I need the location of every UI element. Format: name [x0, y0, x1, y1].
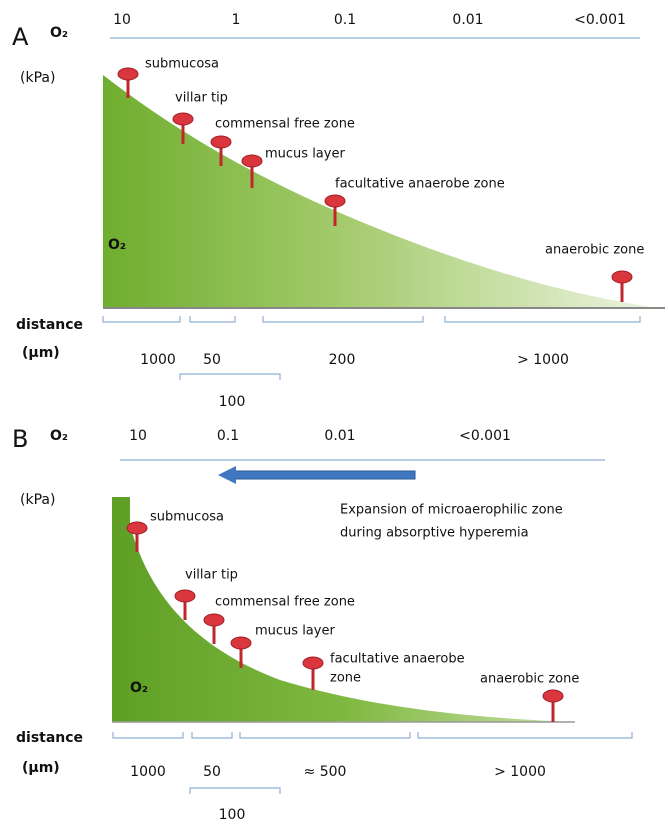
bracket: [189, 787, 281, 794]
pin: [542, 689, 564, 722]
pin: [611, 270, 633, 302]
panel-b: B O₂ 10 0.1 0.01 <0.001 (kPa) Expansion …: [12, 425, 633, 823]
panel-a: A O₂ 10 1 0.1 0.01 <0.001 (kPa) O₂ submu…: [12, 12, 665, 410]
pin: [203, 613, 225, 644]
bracket: [191, 732, 233, 739]
pin: [230, 636, 252, 668]
unit-label: (kPa): [20, 70, 55, 86]
distance-unit: (µm): [22, 345, 60, 361]
distance-value: 1000: [130, 764, 166, 780]
zone-label: anaerobic zone: [480, 672, 579, 687]
bracket: [239, 732, 411, 739]
bracket: [444, 316, 641, 323]
zone-label: anaerobic zone: [545, 243, 644, 258]
unit-label: (kPa): [20, 492, 55, 508]
gradient-area: [103, 75, 660, 308]
o2-inside: O₂: [108, 237, 126, 253]
scale-label: 0.01: [324, 428, 355, 444]
pin: [210, 135, 232, 166]
distance-label: distance: [16, 317, 83, 333]
distance-label: distance: [16, 730, 83, 746]
zone-label: commensal free zone: [215, 595, 355, 610]
gradient-area: [112, 497, 575, 722]
distance-value: 50: [203, 352, 221, 368]
distance-value: > 1000: [517, 352, 569, 368]
o2-label: O₂: [50, 428, 68, 444]
pin: [302, 656, 324, 690]
distance-value: 50: [203, 764, 221, 780]
panel-label: A: [12, 23, 29, 51]
pin: [174, 589, 196, 620]
zone-label: villar tip: [185, 568, 238, 583]
annotation: Expansion of microaerophilic zone: [340, 503, 563, 518]
shift-arrow: [218, 466, 416, 484]
distance-value: > 1000: [494, 764, 546, 780]
scale-label: 10: [113, 12, 131, 28]
bracket: [112, 732, 184, 739]
distance-value: 1000: [140, 352, 176, 368]
scale-label: 1: [232, 12, 241, 28]
zone-label: commensal free zone: [215, 117, 355, 132]
zone-label: villar tip: [175, 91, 228, 106]
pin: [172, 112, 194, 144]
pin: [324, 194, 346, 226]
bracket: [179, 373, 281, 380]
zone-label: facultative anaerobe: [330, 652, 465, 667]
zone-label: mucus layer: [255, 624, 335, 639]
scale-label: 0.1: [217, 428, 239, 444]
o2-inside: O₂: [130, 680, 148, 696]
o2-label: O₂: [50, 25, 68, 41]
scale-label: <0.001: [574, 12, 626, 28]
panel-label: B: [12, 425, 28, 453]
pin: [126, 521, 148, 552]
zone-label: submucosa: [150, 510, 224, 525]
annotation: during absorptive hyperemia: [340, 526, 529, 541]
distance-value: 100: [219, 394, 246, 410]
distance-value: ≈ 500: [304, 764, 347, 780]
zone-label: submucosa: [145, 57, 219, 72]
bracket: [102, 316, 181, 323]
distance-value: 200: [329, 352, 356, 368]
distance-unit: (µm): [22, 760, 60, 776]
zone-label: mucus layer: [265, 147, 345, 162]
scale-label: 0.01: [452, 12, 483, 28]
scale-label: 0.1: [334, 12, 356, 28]
distance-value: 100: [219, 807, 246, 823]
bracket: [417, 732, 633, 739]
pin: [117, 67, 139, 98]
zone-label: facultative anaerobe zone: [335, 177, 505, 192]
zone-label: zone: [330, 671, 361, 686]
scale-label: <0.001: [459, 428, 511, 444]
pin: [241, 154, 263, 188]
bracket: [262, 316, 424, 323]
bracket: [189, 316, 236, 323]
scale-label: 10: [129, 428, 147, 444]
